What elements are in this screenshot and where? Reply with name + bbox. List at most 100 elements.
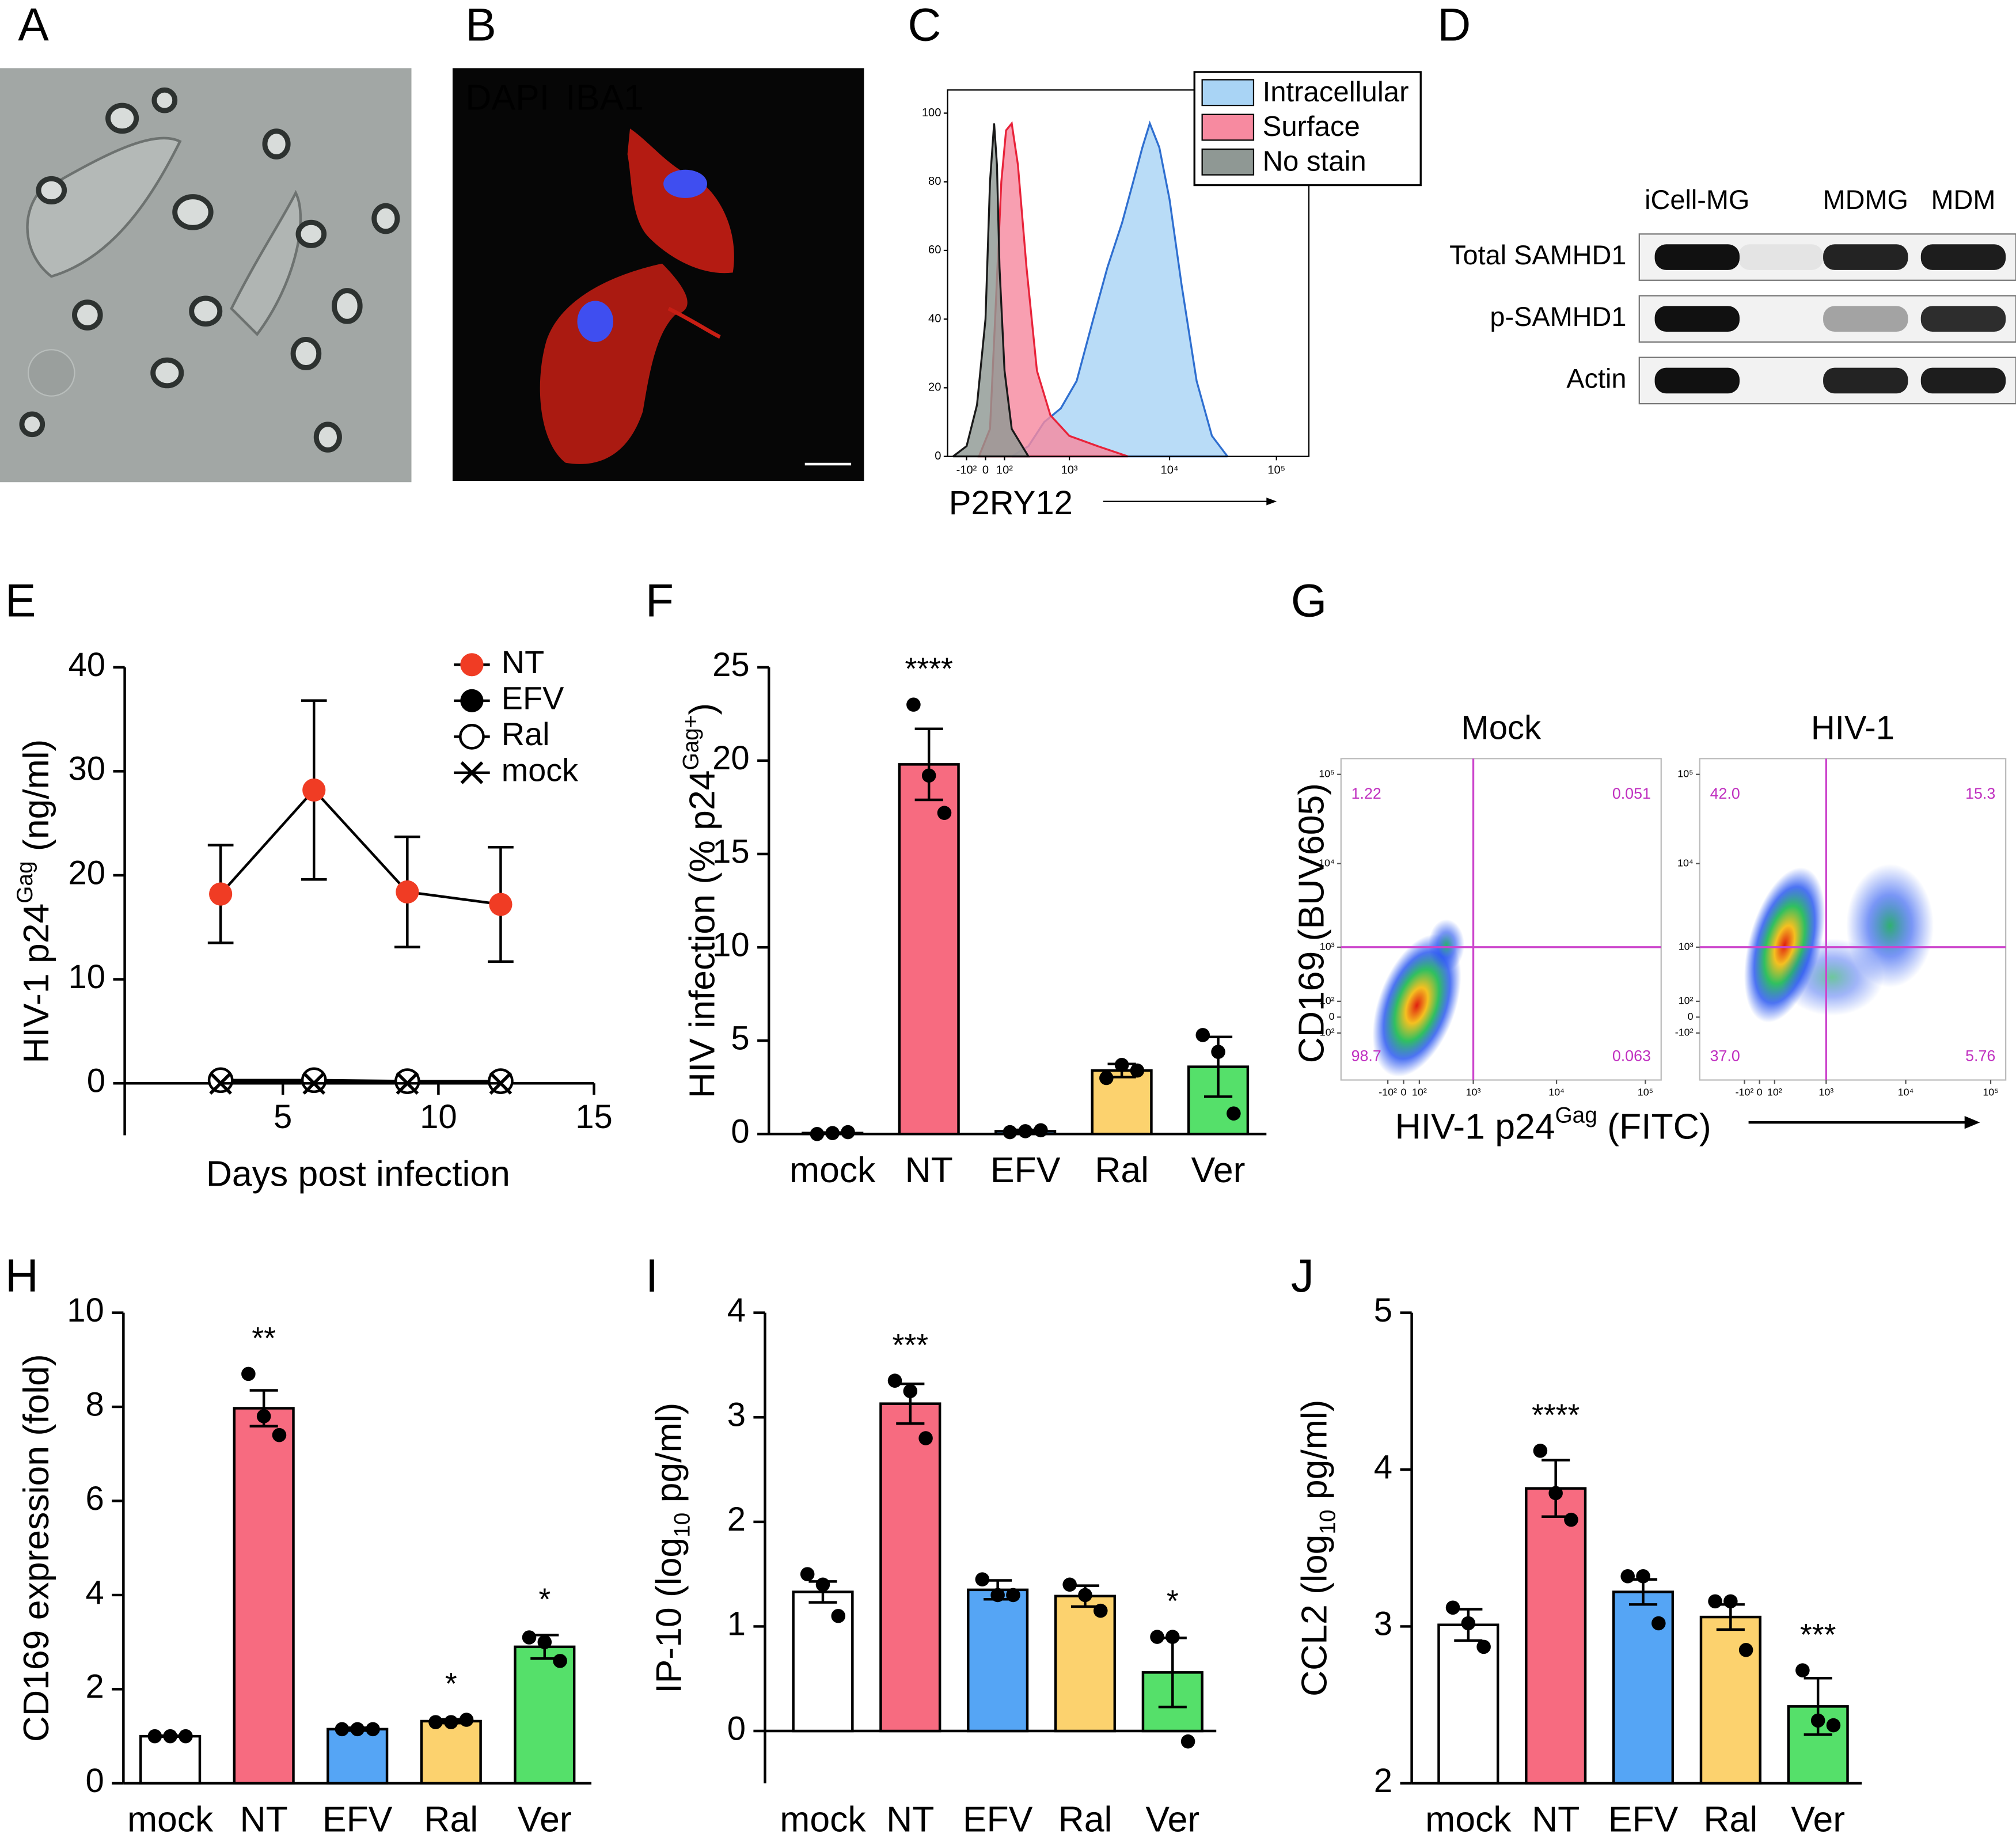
y-tick-label: 10³: [1679, 941, 1694, 952]
data-point: [335, 1722, 350, 1737]
data-point: [147, 1729, 162, 1744]
significance: ****: [1532, 1398, 1580, 1432]
x-axis-label: P2RY12: [949, 484, 1073, 522]
data-point: [350, 1722, 365, 1737]
y-tick-label: 60: [928, 244, 941, 256]
data-point: [1093, 1603, 1108, 1618]
band: [1654, 244, 1740, 270]
legend-label: mock: [502, 752, 578, 788]
band: [1654, 367, 1740, 394]
y-tick-label: 0: [1688, 1011, 1694, 1022]
data-point: [1211, 1045, 1225, 1059]
label-part: CD169 expression (fold): [16, 1354, 56, 1742]
y-tick-label: 6: [86, 1480, 104, 1517]
quadrant-value: 0.063: [1612, 1047, 1651, 1064]
legend-label: Ral: [502, 716, 550, 752]
y-tick-label: 100: [922, 107, 941, 119]
data-point: [1180, 1734, 1195, 1749]
band: [1738, 368, 1823, 394]
axis-arrow: [1103, 498, 1277, 506]
y-axis-label: CD169 (BUV605): [1291, 783, 1331, 1063]
marker: [302, 778, 326, 802]
y-tick-label: -10²: [1675, 1027, 1694, 1038]
data-point: [1461, 1616, 1476, 1631]
data-point: [800, 1567, 815, 1581]
data-point: [1227, 1106, 1241, 1121]
histogram: [952, 123, 1030, 458]
x-tick-label: Ver: [1191, 1150, 1246, 1190]
marker: [396, 880, 419, 903]
x-tick-label: Ver: [1791, 1799, 1845, 1839]
label-part: pg/ml): [648, 1403, 689, 1513]
x-tick-label: mock: [789, 1150, 876, 1190]
significance: *: [445, 1666, 457, 1701]
data-point: [841, 1125, 855, 1140]
data-point: [887, 1373, 902, 1388]
phase-image: [0, 68, 412, 483]
quadrant-value: 42.0: [1710, 785, 1740, 802]
marker: [489, 1072, 512, 1095]
x-tick-label: Ral: [1058, 1799, 1113, 1839]
fluorescence-image: [452, 68, 864, 481]
marker: [460, 689, 484, 712]
y-tick-label: 0: [727, 1710, 746, 1747]
label-part: pg/ml): [1294, 1399, 1334, 1509]
label-part: HIV-1 p24: [16, 903, 56, 1064]
x-tick-label: Ral: [1095, 1150, 1149, 1190]
quadrant-value: 1.22: [1351, 785, 1381, 802]
quadrant-value: 98.7: [1351, 1047, 1381, 1064]
panel-letter: H: [5, 1250, 39, 1302]
data-point: [1651, 1616, 1666, 1631]
label-part: ): [682, 703, 722, 715]
bar: [139, 1734, 202, 1785]
x-tick-label: -10²: [956, 464, 977, 477]
row-label: Actin: [1566, 363, 1626, 393]
bar: [898, 763, 960, 1136]
data-point: [975, 1572, 990, 1586]
bar: [1054, 1595, 1117, 1733]
data-point: [537, 1635, 552, 1649]
x-tick-label: NT: [905, 1150, 953, 1190]
data-point: [179, 1729, 193, 1744]
y-axis-label: CCL2 (log10 pg/ml): [1294, 1399, 1340, 1696]
bar: [1699, 1615, 1761, 1785]
panel-letter: G: [1291, 575, 1327, 627]
data-point: [1099, 1070, 1114, 1085]
y-tick-label: 40: [69, 646, 106, 684]
x-tick-label: mock: [1425, 1799, 1512, 1839]
x-tick-label: EFV: [990, 1150, 1061, 1190]
x-tick-label: 10⁴: [1548, 1087, 1565, 1098]
y-tick-label: 20: [928, 381, 941, 394]
significance: *: [1167, 1584, 1179, 1619]
bar: [967, 1588, 1029, 1733]
y-axis-label: IP-10 (log10 pg/ml): [648, 1403, 694, 1694]
data-point: [1062, 1577, 1077, 1592]
bar: [1525, 1487, 1587, 1785]
label-part: HIV infection (% p24: [682, 770, 722, 1099]
y-tick-label: 80: [928, 175, 941, 188]
y-tick-label: 10⁵: [1319, 768, 1334, 779]
row-label: Total SAMHD1: [1449, 240, 1626, 270]
data-point: [1795, 1663, 1810, 1677]
quadrant-value: 5.76: [1965, 1047, 1995, 1064]
lane-label: MDM: [1931, 185, 1995, 215]
x-tick-label: -10²: [1379, 1087, 1397, 1098]
data-point: [815, 1577, 830, 1592]
bar: [233, 1407, 295, 1785]
x-tick-label: 10²: [996, 464, 1013, 477]
marker: [460, 761, 484, 784]
bar: [879, 1402, 941, 1733]
label-part: 10: [1315, 1510, 1340, 1535]
x-tick-label: NT: [886, 1799, 934, 1839]
label-part: HIV-1 p24: [1395, 1106, 1555, 1147]
data-point: [443, 1715, 458, 1729]
y-tick-label: 2: [86, 1668, 104, 1706]
bar: [326, 1728, 389, 1785]
data-point: [918, 1431, 933, 1445]
x-tick-label: Ral: [1703, 1799, 1757, 1839]
data-point: [906, 697, 921, 712]
quadrant-value: 15.3: [1965, 785, 1995, 802]
y-tick-label: 20: [69, 854, 106, 891]
